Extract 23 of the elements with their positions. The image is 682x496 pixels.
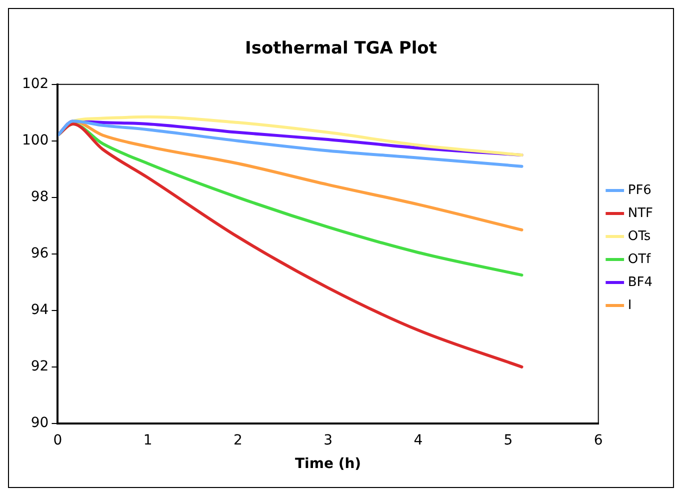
x-axis-title: Time (h): [295, 456, 362, 472]
x-tick-label: 3: [324, 432, 332, 448]
y-tick-label: 92: [30, 358, 49, 375]
legend-label: BF4: [628, 274, 653, 290]
y-tick-label: 90: [30, 415, 49, 432]
chart-title: Isothermal TGA Plot: [245, 38, 437, 59]
x-tick-label: 5: [504, 432, 513, 448]
y-tick-label: 96: [30, 246, 49, 262]
legend-label: I: [628, 298, 632, 313]
legend-label: PF6: [628, 182, 652, 198]
x-tick-label: 1: [143, 432, 152, 448]
y-tick-label: 94: [30, 302, 49, 318]
x-tick-label: 6: [594, 432, 603, 448]
legend-label: OTs: [628, 228, 651, 244]
y-tick-label: 102: [22, 76, 49, 92]
legend-label: OTf: [628, 252, 652, 267]
x-tick-label: 2: [233, 432, 242, 448]
y-tick-label: 98: [30, 189, 49, 206]
x-tick-label: 4: [414, 432, 423, 448]
legend-label: NTF: [628, 206, 654, 221]
y-tick-label: 100: [22, 132, 49, 149]
x-tick-label: 0: [53, 432, 62, 448]
line-series: [58, 120, 524, 168]
